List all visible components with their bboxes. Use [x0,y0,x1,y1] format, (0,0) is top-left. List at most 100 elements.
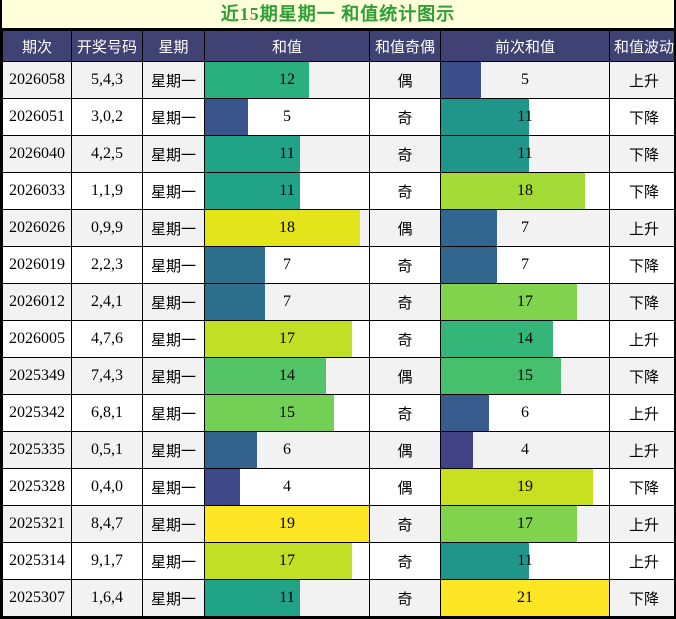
draw-numbers-cell: 1,6,4 [71,579,143,617]
prev-sum-bar [441,321,553,357]
sum-bar [205,284,266,320]
sum-bar [205,432,257,468]
prev-sum-bar [441,469,593,505]
column-header-draw-numbers: 开奖号码 [71,30,143,62]
prev-sum-bar-cell: 11 [440,98,610,136]
weekday-cell: 星期一 [142,394,205,432]
table-row: 2025335 0,5,1 星期一 6 偶 4 上升 [2,431,674,469]
period-cell: 2025349 [2,357,72,395]
prev-sum-bar [441,136,529,172]
prev-sum-value: 17 [517,515,533,532]
prev-sum-bar-cell: 7 [440,209,610,247]
sum-bar-cell: 6 [204,431,370,469]
table-row: 2026012 2,4,1 星期一 7 奇 17 下降 [2,283,674,321]
draw-numbers-cell: 0,4,0 [71,468,143,506]
sum-bar [205,210,361,246]
prev-sum-bar [441,284,577,320]
draw-numbers-cell: 3,0,2 [71,98,143,136]
table-row: 2026033 1,1,9 星期一 11 奇 18 下降 [2,172,674,210]
parity-cell: 偶 [369,209,441,247]
sum-bar-cell: 19 [204,505,370,543]
prev-sum-bar [441,580,609,616]
draw-numbers-cell: 2,2,3 [71,246,143,284]
draw-numbers-cell: 0,9,9 [71,209,143,247]
prev-sum-bar-cell: 4 [440,431,610,469]
prev-sum-bar [441,99,529,135]
period-cell: 2026033 [2,172,72,210]
draw-numbers-cell: 4,7,6 [71,320,143,358]
period-cell: 2026058 [2,61,72,99]
stats-table: 期次 开奖号码 星期 和值 和值奇偶 前次和值 和值波动 2026058 5,4… [2,30,674,617]
sum-bar-cell: 4 [204,468,370,506]
prev-sum-bar-cell: 11 [440,135,610,173]
prev-sum-bar [441,432,473,468]
column-header-sum: 和值 [204,30,370,62]
draw-numbers-cell: 6,8,1 [71,394,143,432]
sum-value: 17 [279,552,295,569]
sum-bar-cell: 17 [204,542,370,580]
parity-cell: 奇 [369,283,441,321]
weekday-cell: 星期一 [142,505,205,543]
table-row: 2025307 1,6,4 星期一 11 奇 21 下降 [2,579,674,617]
prev-sum-bar [441,173,585,209]
trend-cell: 下降 [609,172,674,210]
sum-value: 11 [279,589,295,606]
draw-numbers-cell: 9,1,7 [71,542,143,580]
prev-sum-bar-cell: 5 [440,61,610,99]
sum-value: 15 [279,404,295,421]
trend-cell: 下降 [609,283,674,321]
weekday-cell: 星期一 [142,246,205,284]
weekday-cell: 星期一 [142,431,205,469]
weekday-cell: 星期一 [142,468,205,506]
draw-numbers-cell: 8,4,7 [71,505,143,543]
sum-bar-cell: 7 [204,283,370,321]
period-cell: 2025314 [2,542,72,580]
prev-sum-bar [441,395,489,431]
prev-sum-value: 11 [517,108,533,125]
prev-sum-value: 21 [517,589,533,606]
parity-cell: 奇 [369,542,441,580]
weekday-cell: 星期一 [142,172,205,210]
parity-cell: 奇 [369,394,441,432]
prev-sum-bar-cell: 6 [440,394,610,432]
parity-cell: 偶 [369,431,441,469]
table-row: 2025349 7,4,3 星期一 14 偶 15 下降 [2,357,674,395]
parity-cell: 奇 [369,172,441,210]
sum-value: 14 [279,367,295,384]
prev-sum-value: 7 [521,219,529,236]
prev-sum-bar-cell: 14 [440,320,610,358]
prev-sum-bar-cell: 21 [440,579,610,617]
period-cell: 2026051 [2,98,72,136]
prev-sum-value: 19 [517,478,533,495]
parity-cell: 奇 [369,246,441,284]
table-row: 2026058 5,4,3 星期一 12 偶 5 上升 [2,61,674,99]
table-row: 2026019 2,2,3 星期一 7 奇 7 下降 [2,246,674,284]
parity-cell: 奇 [369,320,441,358]
sum-bar [205,580,300,616]
prev-sum-value: 5 [521,71,529,88]
parity-cell: 偶 [369,468,441,506]
draw-numbers-cell: 5,4,3 [71,61,143,99]
prev-sum-bar [441,506,577,542]
sum-bar [205,469,240,505]
page-title: 近15期星期一 和值统计图示 [2,0,674,30]
sum-bar-cell: 17 [204,320,370,358]
sum-value: 6 [283,441,291,458]
sum-bar [205,173,300,209]
sum-bar [205,136,300,172]
trend-cell: 下降 [609,98,674,136]
sum-bar-cell: 11 [204,172,370,210]
sum-bar [205,395,335,431]
prev-sum-value: 11 [517,145,533,162]
sum-bar [205,543,352,579]
period-cell: 2025342 [2,394,72,432]
trend-cell: 下降 [609,468,674,506]
trend-cell: 上升 [609,394,674,432]
column-header-trend: 和值波动 [609,30,674,62]
prev-sum-bar-cell: 11 [440,542,610,580]
sum-bar-cell: 5 [204,98,370,136]
prev-sum-value: 14 [517,330,533,347]
prev-sum-value: 18 [517,182,533,199]
trend-cell: 上升 [609,209,674,247]
